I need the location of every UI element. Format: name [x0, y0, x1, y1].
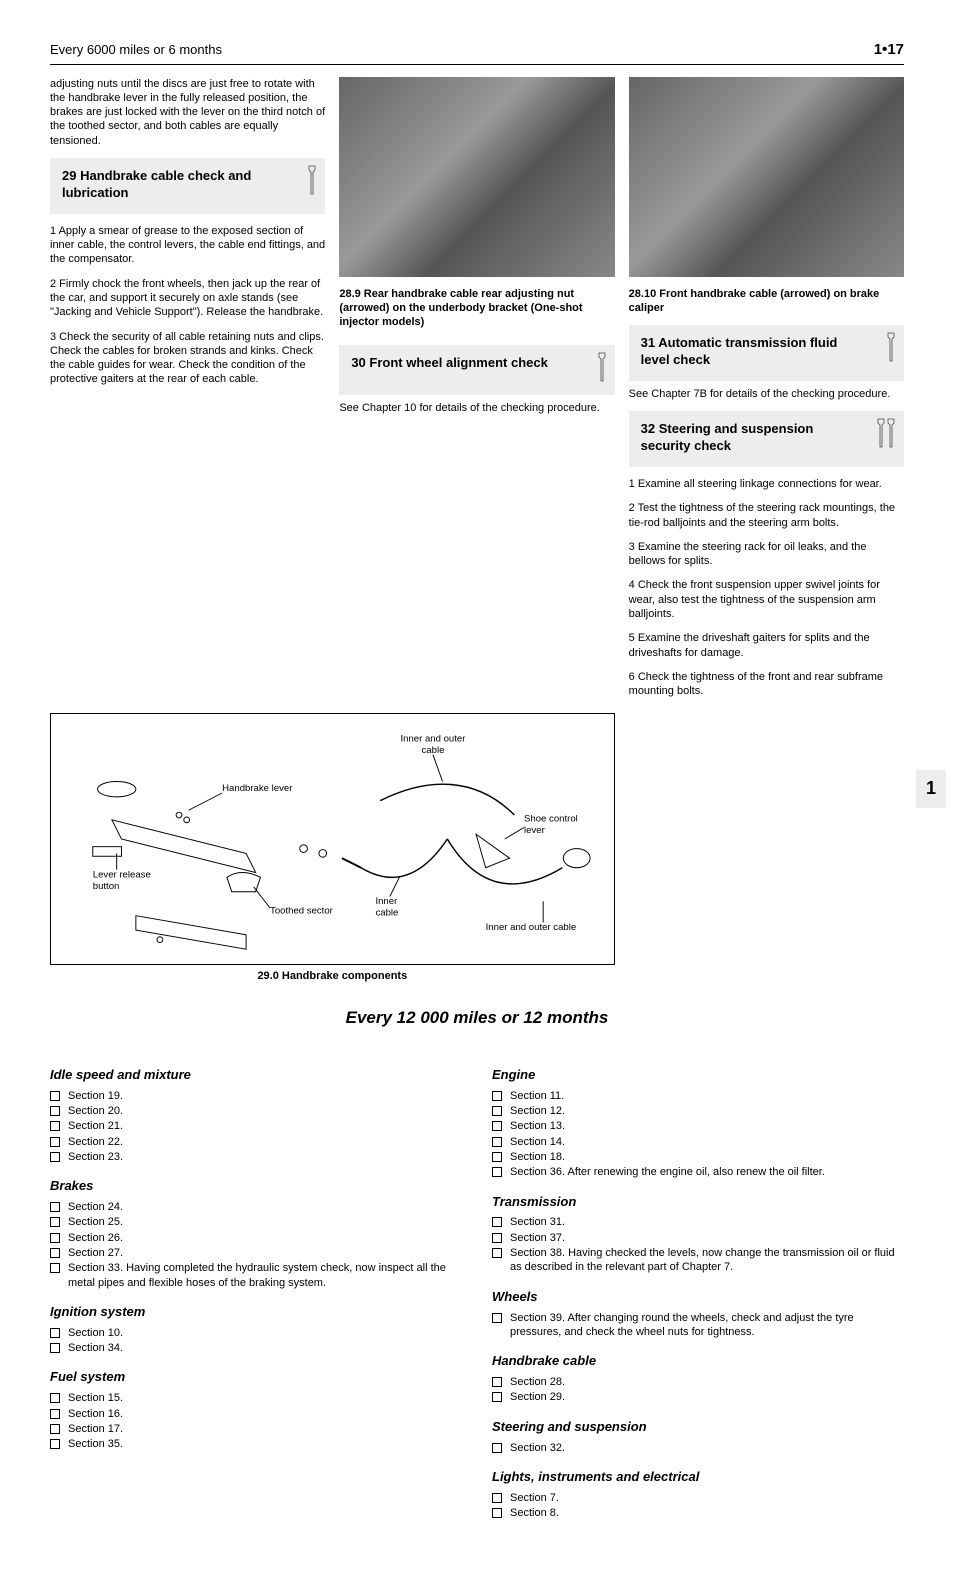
column-3: 28.10 Front handbrake cable (arrowed) on…	[629, 77, 904, 699]
svg-text:Inner and outer cable: Inner and outer cable	[486, 922, 577, 933]
block-engine: Engine Section 11. Section 12. Section 1…	[492, 1067, 904, 1180]
diagram-svg: Inner and outer cable Handbrake lever Le…	[61, 724, 604, 954]
col3-block-3: 3 Examine the steering rack for oil leak…	[629, 540, 904, 569]
header-right: 1•17	[874, 40, 904, 60]
block-idle: Idle speed and mixture Section 19. Secti…	[50, 1067, 462, 1164]
reference-left: Idle speed and mixture Section 19. Secti…	[50, 1067, 462, 1534]
caption-28-9: 28.9 Rear handbrake cable rear adjusting…	[339, 287, 614, 330]
block-handbrake: Handbrake cable Section 28. Section 29.	[492, 1353, 904, 1404]
block-ignition: Ignition system Section 10. Section 34.	[50, 1304, 462, 1355]
diagram-row: Inner and outer cable Handbrake lever Le…	[50, 713, 615, 983]
svg-text:cable: cable	[421, 744, 444, 755]
caption-28-10: 28.10 Front handbrake cable (arrowed) on…	[629, 287, 904, 316]
block-wheels: Wheels Section 39. After changing round …	[492, 1289, 904, 1339]
col1-para-2: 2 Firmly chock the front wheels, then ja…	[50, 277, 325, 320]
wrench-icon	[597, 351, 607, 385]
card-title-32: 32 Steering and suspension security chec…	[641, 421, 892, 455]
column-1: adjusting nuts until the discs are just …	[50, 77, 325, 699]
wrench-icon	[876, 417, 896, 451]
svg-text:cable: cable	[375, 907, 398, 918]
reference-title: Every 12 000 miles or 12 months	[50, 1007, 904, 1029]
diag-label-top: Inner and outer	[400, 733, 466, 744]
ref-item: Section 19.	[50, 1089, 462, 1103]
svg-text:lever: lever	[524, 825, 546, 836]
col3-para-1: See Chapter 7B for details of the checki…	[629, 387, 904, 401]
main-grid: adjusting nuts until the discs are just …	[50, 77, 904, 983]
svg-text:Handbrake lever: Handbrake lever	[222, 783, 293, 794]
reference-section: Every 12 000 miles or 12 months Idle spe…	[50, 1007, 904, 1534]
col3-block-1: 1 Examine all steering linkage connectio…	[629, 477, 904, 491]
col2-para: See Chapter 10 for details of the checki…	[339, 401, 614, 415]
svg-text:Lever release: Lever release	[93, 869, 151, 880]
col1-para-3: 3 Check the security of all cable retain…	[50, 330, 325, 387]
col1-para-1: 1 Apply a smear of grease to the exposed…	[50, 224, 325, 267]
card-title-29: 29 Handbrake cable check and lubrication	[62, 168, 313, 202]
block-transmission: Transmission Section 31. Section 37. Sec…	[492, 1194, 904, 1275]
svg-text:button: button	[93, 880, 120, 891]
intro-paragraph: adjusting nuts until the discs are just …	[50, 77, 325, 148]
col3-block-5: 5 Examine the driveshaft gaiters for spl…	[629, 631, 904, 660]
col3-block-4: 4 Check the front suspension upper swive…	[629, 578, 904, 621]
page-header: Every 6000 miles or 6 months 1•17	[50, 40, 904, 65]
svg-text:Shoe control: Shoe control	[524, 813, 578, 824]
header-left: Every 6000 miles or 6 months	[50, 42, 222, 59]
block-lights: Lights, instruments and electrical Secti…	[492, 1469, 904, 1520]
diagram-caption: 29.0 Handbrake components	[50, 969, 615, 983]
col3-block-6: 6 Check the tightness of the front and r…	[629, 670, 904, 699]
block-fuel: Fuel system Section 15. Section 16. Sect…	[50, 1369, 462, 1451]
svg-text:Toothed sector: Toothed sector	[270, 905, 334, 916]
col3-block-2: 2 Test the tightness of the steering rac…	[629, 501, 904, 530]
block-steering: Steering and suspension Section 32.	[492, 1419, 904, 1455]
card-auto-transmission: 31 Automatic transmission fluid level ch…	[629, 325, 904, 381]
wrench-icon	[307, 164, 317, 198]
block-brakes: Brakes Section 24. Section 25. Section 2…	[50, 1178, 462, 1290]
wrench-icon	[886, 331, 896, 365]
reference-right: Engine Section 11. Section 12. Section 1…	[492, 1067, 904, 1534]
card-title-31: 31 Automatic transmission fluid level ch…	[641, 335, 892, 369]
side-tab: 1	[916, 770, 946, 808]
card-front-wheel: 30 Front wheel alignment check	[339, 345, 614, 395]
photo-28-10	[629, 77, 904, 277]
handbrake-diagram: Inner and outer cable Handbrake lever Le…	[50, 713, 615, 965]
card-steering-suspension: 32 Steering and suspension security chec…	[629, 411, 904, 467]
column-2: 28.9 Rear handbrake cable rear adjusting…	[339, 77, 614, 699]
card-handbrake-cable: 29 Handbrake cable check and lubrication	[50, 158, 325, 214]
svg-text:Inner: Inner	[375, 896, 398, 907]
card-title-30: 30 Front wheel alignment check	[351, 355, 602, 372]
photo-28-9	[339, 77, 614, 277]
